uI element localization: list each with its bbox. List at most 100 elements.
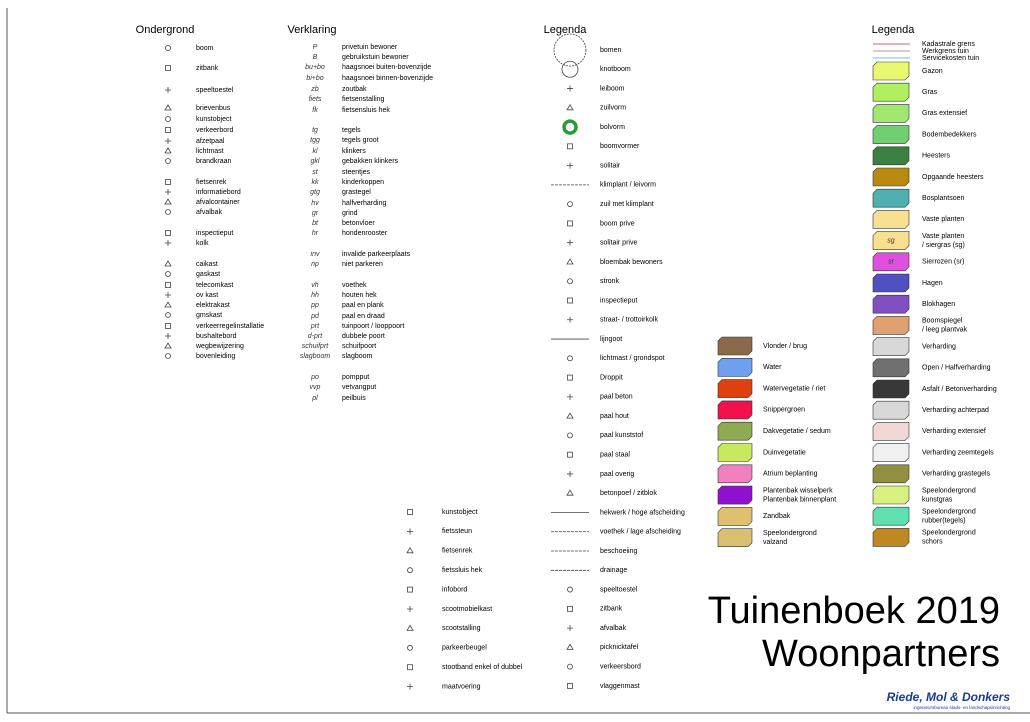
label: Vaste planten	[922, 233, 964, 240]
label: brandkraan	[196, 158, 232, 165]
icon	[165, 333, 171, 339]
label: parkeerbeugel	[442, 645, 487, 652]
icon	[165, 312, 171, 318]
label: Verharding achterpad	[922, 407, 989, 414]
icon	[407, 644, 413, 651]
label: stronk	[600, 278, 620, 285]
label: Atrium beplanting	[763, 471, 818, 478]
label: drainage	[600, 567, 627, 574]
label: Vlonder / brug	[763, 343, 807, 350]
label: afzetpaal	[196, 138, 225, 145]
title: Woonpartners	[762, 633, 1000, 675]
label: Zandbak	[763, 513, 791, 520]
swatch	[872, 125, 910, 144]
label: bloembak bewoners	[600, 259, 663, 266]
label: Gazon	[922, 68, 943, 75]
label: bovenleiding	[196, 353, 235, 360]
label: verkeersbord	[600, 663, 641, 670]
label: zitbank	[196, 65, 219, 72]
swatch	[872, 337, 910, 356]
code: pl	[311, 395, 318, 402]
code: po	[310, 374, 319, 381]
swatch	[872, 82, 910, 102]
label: Servicekosten tuin	[922, 55, 979, 62]
label: Dakvegetatie / sedum	[763, 428, 831, 435]
code: tg	[312, 127, 318, 134]
icon	[566, 412, 574, 419]
icon	[165, 158, 171, 164]
label: solitair prive	[600, 240, 637, 247]
label: fietsensluis hek	[342, 107, 390, 114]
icon	[164, 104, 172, 111]
label: boomvormer	[600, 143, 640, 150]
swatch	[872, 294, 910, 314]
swatch	[872, 506, 910, 526]
code: st	[312, 169, 319, 176]
label: maatvoering	[442, 683, 481, 690]
label: Hagen	[922, 280, 943, 287]
label: paal en draad	[342, 313, 385, 320]
icon	[567, 683, 573, 689]
icon	[164, 260, 172, 267]
label: / siergras (sg)	[922, 242, 965, 249]
code: pp	[310, 302, 319, 309]
label: haagsnoei buiten-bovenzijde	[342, 64, 431, 71]
icon	[567, 605, 573, 612]
label: zoutbak	[342, 86, 367, 93]
label: afvalbak	[600, 625, 627, 632]
swatch	[872, 528, 910, 547]
label: lijngoot	[600, 336, 622, 343]
label: solitair	[600, 162, 621, 169]
title: Tuinenboek 2019	[708, 590, 1000, 632]
label: / leeg plantvak	[922, 327, 968, 334]
swatch	[717, 485, 753, 505]
label: ov kast	[196, 292, 218, 299]
icon	[164, 198, 172, 205]
code: kl	[312, 148, 318, 155]
code: schuifprt	[302, 343, 330, 350]
label: scootstalling	[442, 625, 481, 632]
label: vlaggenmast	[600, 683, 640, 690]
swatch	[872, 358, 910, 378]
label: informatiebord	[196, 189, 241, 196]
label: Sierrozen (sr)	[922, 259, 964, 266]
icon	[165, 323, 171, 329]
label: Kadastrale grens	[922, 41, 975, 48]
icon	[165, 87, 171, 93]
icon	[407, 606, 413, 612]
swatch	[872, 443, 910, 462]
label: grind	[342, 210, 358, 217]
label: voethek	[342, 282, 367, 289]
code: tgg	[310, 137, 320, 144]
label: scootmobielkast	[442, 606, 492, 613]
swatch-code: sg	[887, 237, 895, 244]
code: gtg	[310, 189, 320, 196]
label: klimplant / leivorm	[600, 182, 656, 189]
swatch	[717, 528, 753, 547]
label: fietsenrek	[442, 548, 473, 555]
icon	[567, 220, 573, 227]
swatch	[872, 316, 910, 335]
icon	[567, 663, 573, 670]
icon	[407, 586, 413, 593]
icon	[567, 278, 573, 285]
icon	[567, 470, 573, 477]
icon	[165, 65, 171, 71]
label: fietssluis hek	[442, 567, 483, 574]
label: privetuin bewoner	[342, 44, 398, 51]
label: paal staal	[600, 452, 630, 459]
code: gr	[312, 210, 319, 217]
label: fietsenstalling	[342, 96, 385, 103]
label: verkeerregelinstallatie	[196, 323, 264, 330]
icon	[165, 353, 171, 359]
icon	[567, 586, 573, 593]
label: voethek / lage afscheiding	[600, 529, 681, 536]
swatch	[872, 464, 910, 484]
icon	[561, 60, 579, 78]
icon	[165, 271, 171, 277]
label: schors	[922, 539, 943, 546]
label: Speelondergrond	[922, 487, 976, 494]
label: paal kunststof	[600, 432, 643, 439]
label: afvalcontainer	[196, 199, 240, 206]
icon	[407, 683, 413, 690]
